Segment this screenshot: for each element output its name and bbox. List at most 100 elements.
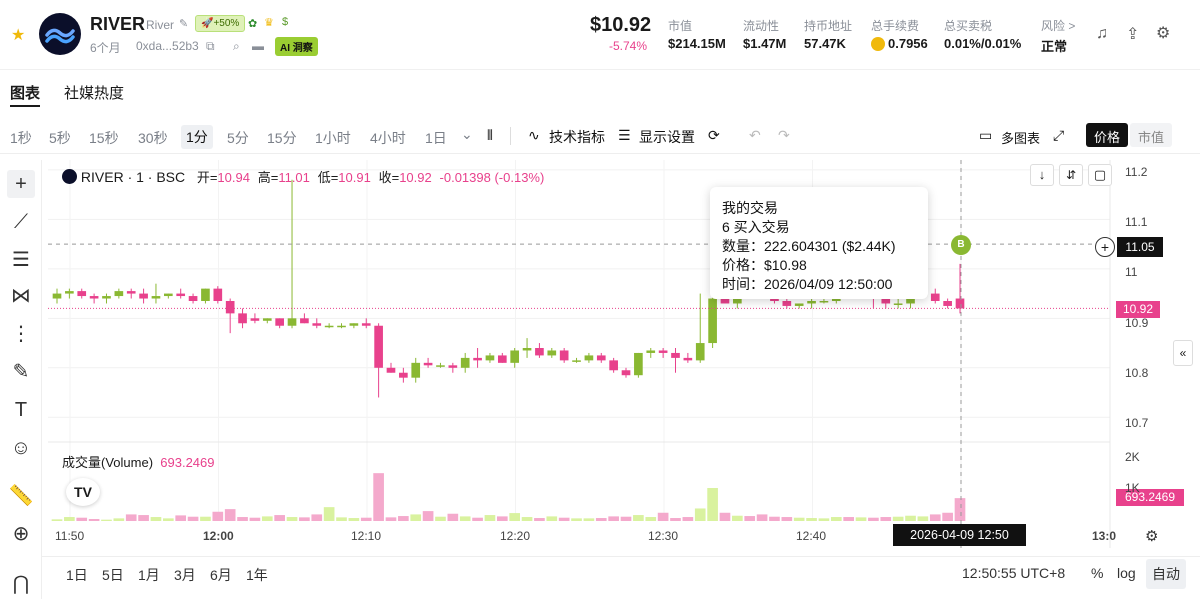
volume-bar — [732, 515, 743, 521]
candle-body — [572, 360, 581, 362]
indicators-button[interactable]: 技术指标 — [549, 129, 605, 145]
range-6mo[interactable]: 6月 — [210, 567, 232, 583]
multi-chart-button[interactable]: 多图表 — [1001, 131, 1041, 146]
timeframe-1d[interactable]: 1日 — [425, 130, 447, 146]
card-icon[interactable]: ▬ — [252, 39, 264, 53]
snapshot-icon[interactable]: ⟳ — [708, 127, 720, 143]
contract-address[interactable]: 0xda...52b3 — [136, 39, 199, 53]
undo-icon[interactable]: ↶ — [749, 127, 761, 143]
expand-panel-icon[interactable]: « — [1173, 340, 1193, 366]
candle-body — [386, 367, 396, 373]
edit-icon[interactable]: ✎ — [179, 18, 189, 30]
range-1d[interactable]: 1日 — [66, 567, 88, 583]
candle-body — [955, 298, 965, 309]
candle-body — [819, 301, 829, 303]
zoom-tool-icon[interactable]: ⊕ — [12, 523, 30, 545]
volume-bar — [373, 473, 384, 521]
timeframe-1m[interactable]: 1分 — [181, 125, 213, 149]
volume-bar — [818, 518, 830, 521]
stat-label-risk[interactable]: 风险 > — [1041, 19, 1076, 33]
favorite-star-icon[interactable]: ★ — [11, 27, 26, 44]
volume-bar — [954, 498, 966, 521]
range-5d[interactable]: 5日 — [102, 567, 124, 583]
horizontal-lines-tool-icon[interactable]: ☰ — [12, 249, 30, 271]
candle-type-icon[interactable]: ⫴ — [487, 127, 493, 143]
axis-settings-icon[interactable]: ⚙ — [1145, 528, 1159, 545]
trade-marker-icon[interactable]: B — [951, 235, 971, 255]
candle-body — [720, 298, 730, 304]
candle-body — [399, 372, 408, 378]
price-mode-button[interactable]: 价格 — [1086, 123, 1129, 147]
candle-body — [213, 288, 223, 301]
text-tool-icon[interactable]: T — [14, 399, 28, 421]
tradingview-logo[interactable]: TV — [66, 478, 100, 506]
ai-insight-badge[interactable]: AI 洞察 — [275, 37, 318, 56]
timeframe-5m[interactable]: 5分 — [227, 130, 249, 146]
candle-body — [559, 350, 569, 361]
clock-timezone[interactable]: 12:50:55 UTC+8 — [962, 565, 1066, 581]
timeframe-1s[interactable]: 1秒 — [10, 130, 32, 146]
auto-scale-button[interactable]: 自动 — [1146, 559, 1186, 589]
share-icon[interactable]: ⇪ — [1126, 26, 1140, 43]
timeframe-15s[interactable]: 15秒 — [89, 130, 119, 146]
volume-bar — [806, 518, 817, 521]
copy-icon[interactable]: ⧉ — [206, 39, 215, 53]
time-axis-tick: 12:30 — [648, 529, 679, 543]
range-1mo[interactable]: 1月 — [138, 567, 160, 583]
time-axis-tick: 12:20 — [500, 529, 531, 543]
candle-body — [535, 348, 544, 356]
chevron-down-icon[interactable]: ⌄ — [461, 126, 473, 142]
fib-tool-icon[interactable]: ⋮ — [11, 323, 31, 345]
ruler-tool-icon[interactable]: 📏 — [8, 485, 34, 507]
timeframe-4h[interactable]: 4小时 — [370, 130, 406, 146]
timeframe-1h[interactable]: 1小时 — [315, 130, 351, 146]
timeframe-5s[interactable]: 5秒 — [49, 130, 71, 146]
settings-icon[interactable]: ⚙ — [1156, 25, 1171, 42]
display-settings-button[interactable]: 显示设置 — [639, 129, 695, 145]
volume-bar — [769, 516, 780, 521]
alert-bell-icon[interactable]: ♫ — [1096, 25, 1108, 42]
ohlc-change: -0.01398 (-0.13%) — [439, 170, 545, 185]
chart-legend: RIVER · 1 · BSC 开=10.94 高=11.01 低=10.91 … — [62, 167, 544, 186]
ohlc-close: 10.92 — [399, 170, 432, 185]
timeframe-30s[interactable]: 30秒 — [138, 130, 168, 146]
tab-social[interactable]: 社媒热度 — [64, 85, 125, 102]
range-1y[interactable]: 1年 — [246, 567, 268, 583]
price-change: -5.74% — [609, 39, 648, 53]
trendline-tool-icon[interactable]: ⟋ — [14, 211, 28, 233]
indicators-icon[interactable]: ∿ — [528, 127, 540, 143]
token-subname: River — [146, 18, 175, 32]
candle-body — [52, 293, 62, 299]
fullscreen-icon[interactable]: ⤢ — [1053, 127, 1065, 143]
brush-tool-icon[interactable]: ✎ — [12, 361, 30, 383]
collapse-icon[interactable]: ⇵ — [1059, 164, 1083, 186]
candle-body — [89, 296, 99, 299]
range-3mo[interactable]: 3月 — [174, 567, 196, 583]
scroll-down-icon[interactable]: ↓ — [1030, 164, 1054, 186]
log-scale-button[interactable]: log — [1117, 565, 1136, 581]
percent-scale-button[interactable]: % — [1091, 565, 1104, 581]
add-alert-icon[interactable]: + — [1095, 237, 1115, 257]
timeframe-15m[interactable]: 15分 — [267, 130, 297, 146]
redo-icon[interactable]: ↷ — [778, 127, 790, 143]
tab-chart[interactable]: 图表 — [10, 85, 41, 102]
crosshair-tool-icon[interactable]: + — [7, 170, 35, 198]
candle-body — [361, 323, 371, 326]
price-axis-tick: 10.8 — [1125, 366, 1149, 380]
search-icon[interactable]: ⌕ — [233, 39, 240, 53]
mcap-mode-button[interactable]: 市值 — [1130, 123, 1173, 147]
pattern-tool-icon[interactable]: ⋈ — [11, 285, 31, 307]
candle-body — [436, 365, 445, 367]
volume-bar — [398, 516, 409, 521]
magnet-tool-icon[interactable]: ⋂ — [12, 573, 30, 595]
volume-bar — [249, 517, 261, 521]
emoji-tool-icon[interactable]: ☺ — [10, 437, 32, 459]
display-settings-icon[interactable]: ☰ — [618, 127, 631, 143]
candle-body — [671, 352, 680, 358]
stat-value-holders: 57.47K — [804, 36, 846, 51]
crown-icon: ♛ — [264, 17, 274, 29]
maximize-icon[interactable]: ▢ — [1088, 164, 1112, 186]
money-bag-icon: $ — [282, 16, 289, 28]
multi-chart-icon[interactable]: ▭ — [979, 127, 993, 143]
